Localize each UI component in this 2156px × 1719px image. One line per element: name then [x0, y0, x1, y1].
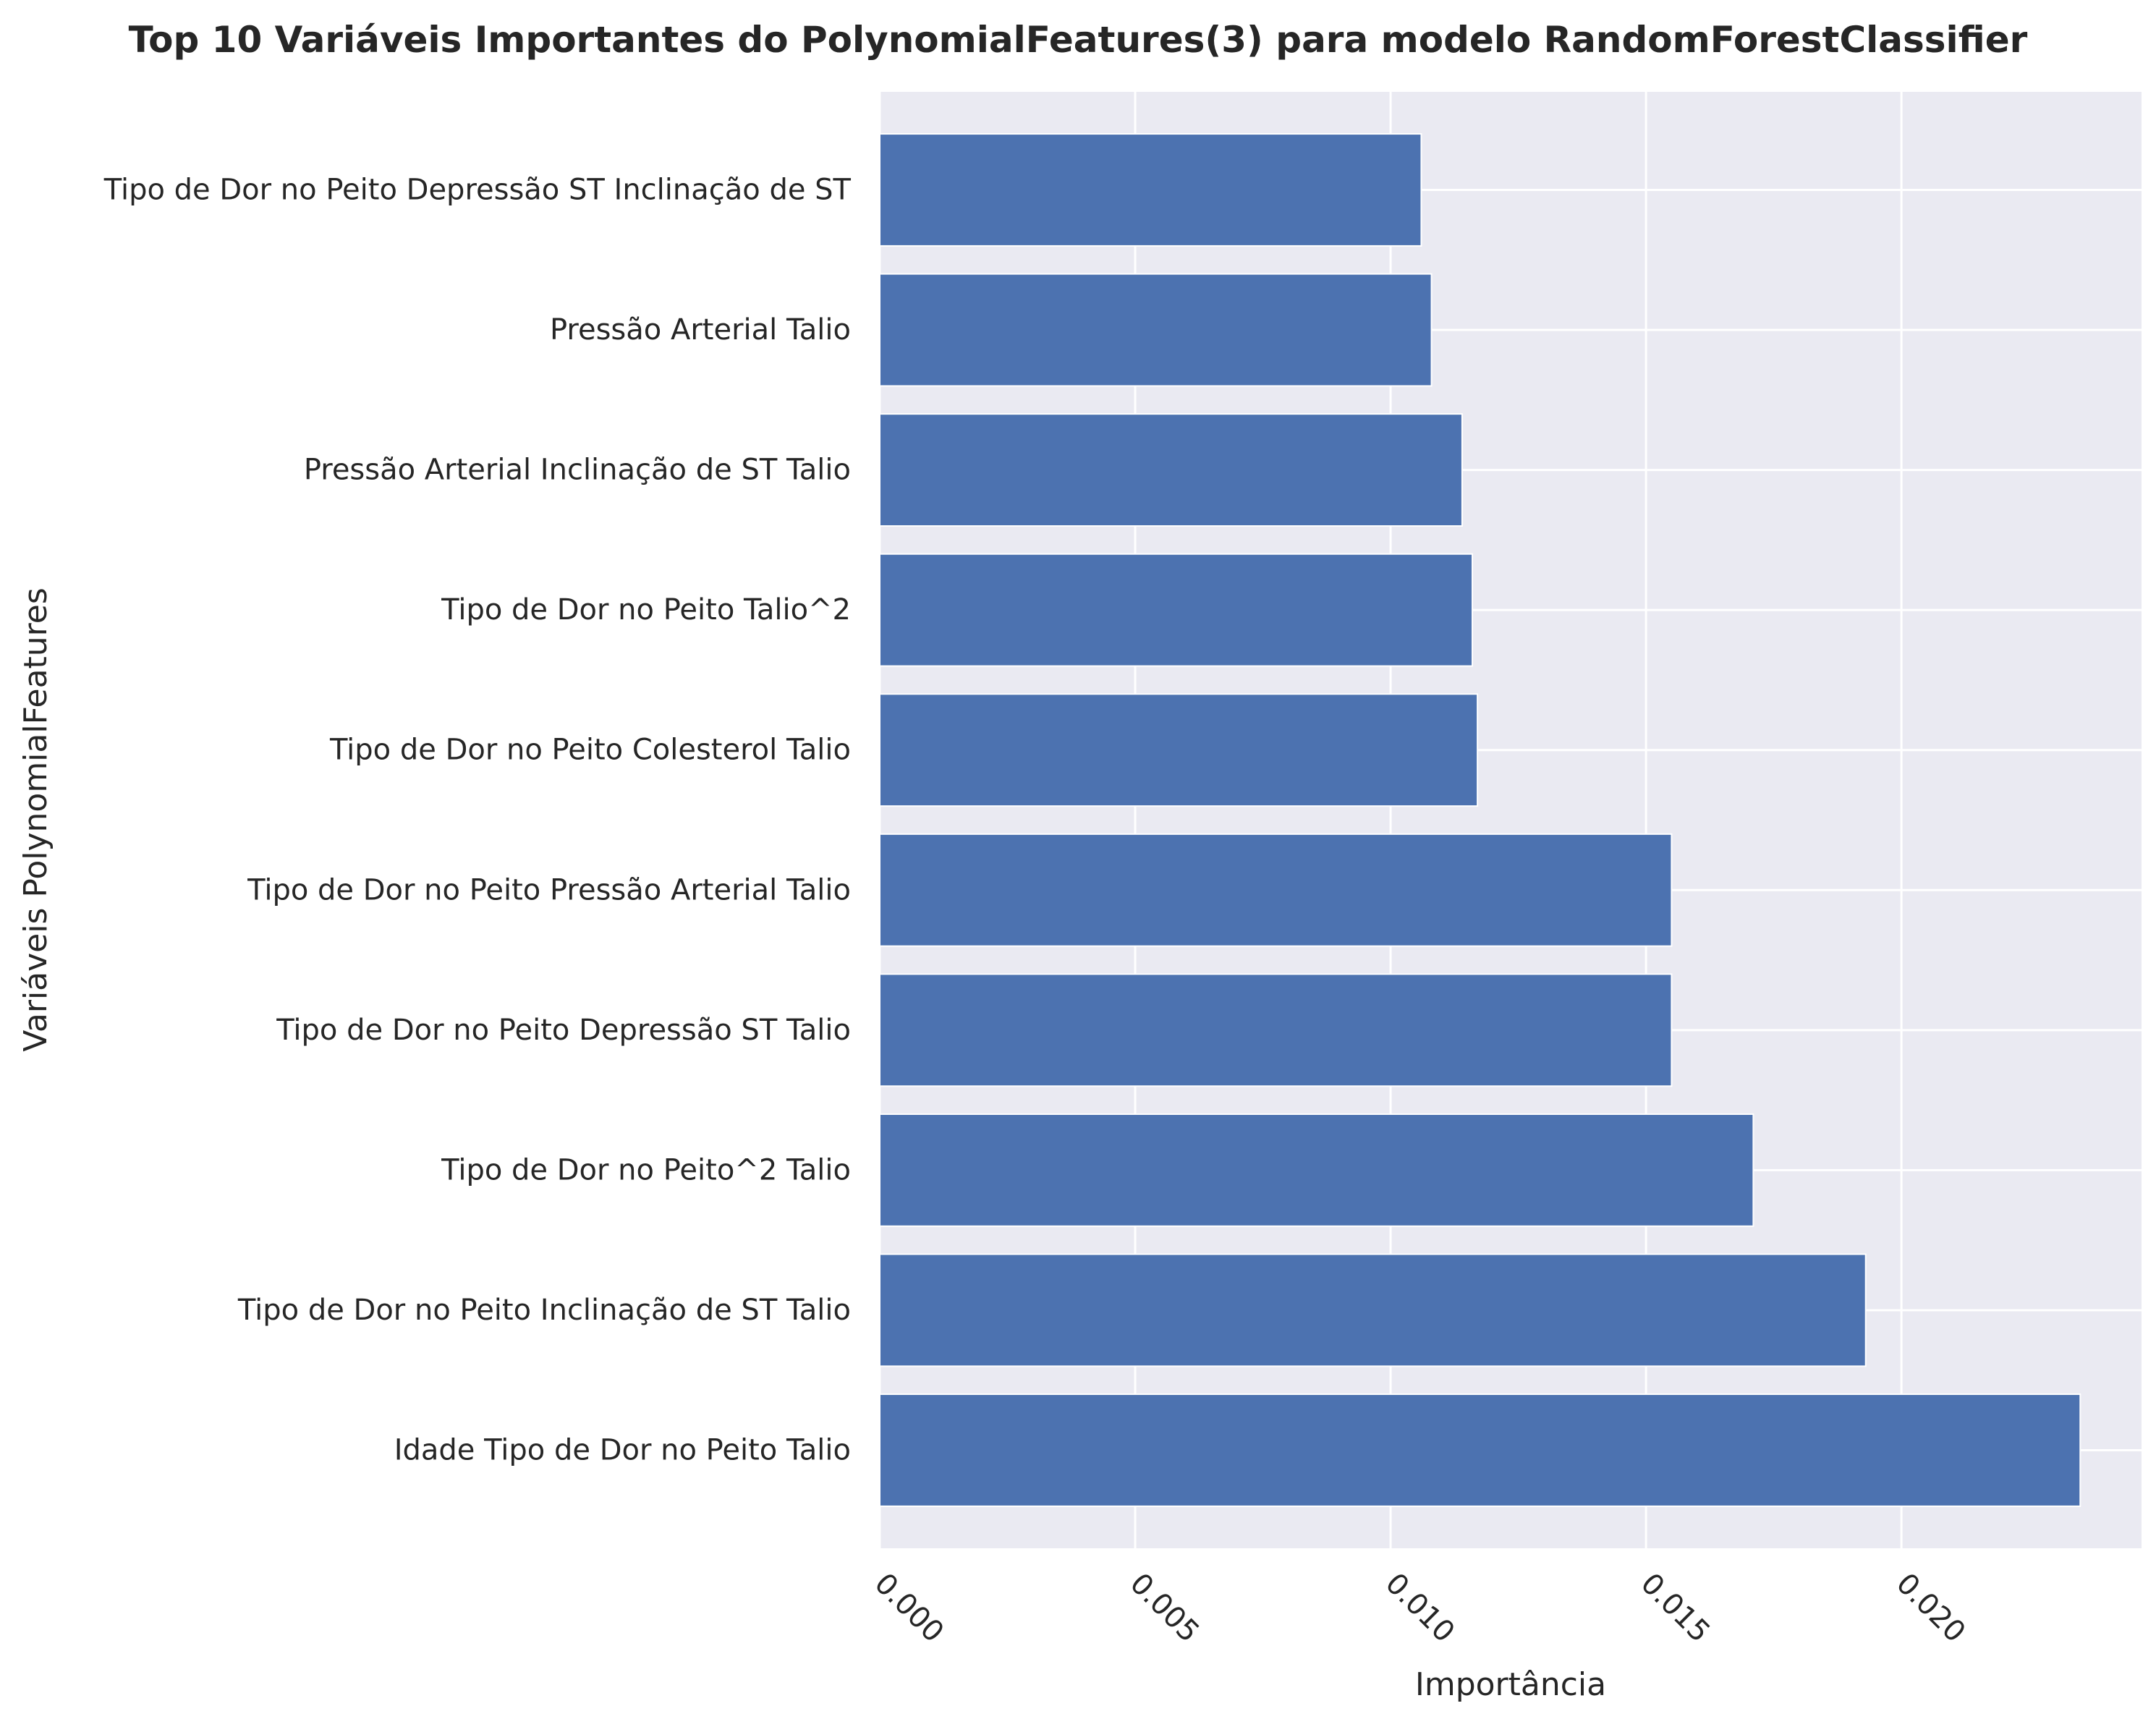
- y-tick-label: Tipo de Dor no Peito Inclinação de ST Ta…: [237, 1294, 851, 1327]
- bar: [879, 693, 1479, 807]
- bars: [879, 133, 2081, 1507]
- bar: [879, 133, 1422, 247]
- x-tick-label: 0.000: [868, 1567, 951, 1650]
- y-tick-label: Pressão Arterial Talio: [550, 313, 851, 347]
- y-tick-label: Tipo de Dor no Peito Depressão ST Talio: [276, 1014, 851, 1047]
- bar: [879, 1393, 2081, 1507]
- bar: [879, 273, 1433, 387]
- x-tick-label: 0.010: [1379, 1567, 1461, 1650]
- bar: [879, 973, 1673, 1087]
- x-tick-labels: 0.000 0.005 0.010 0.015 0.020: [868, 1567, 1972, 1650]
- y-tick-label: Tipo de Dor no Peito Depressão ST Inclin…: [103, 173, 852, 206]
- y-tick-label: Tipo de Dor no Peito Talio^2: [441, 593, 851, 627]
- x-tick-label: 0.005: [1124, 1567, 1206, 1650]
- y-tick-label: Tipo de Dor no Peito Colesterol Talio: [329, 734, 851, 767]
- y-tick-label: Tipo de Dor no Peito Pressão Arterial Ta…: [247, 873, 851, 907]
- y-tick-labels: Tipo de Dor no Peito Depressão ST Inclin…: [103, 173, 852, 1467]
- x-tick-label: 0.020: [1890, 1567, 1972, 1650]
- chart-title: Top 10 Variáveis Importantes do Polynomi…: [129, 19, 2028, 61]
- y-tick-label: Pressão Arterial Inclinação de ST Talio: [304, 454, 851, 487]
- bar: [879, 1253, 1867, 1367]
- y-axis-label: Variáveis PolynomialFeatures: [17, 587, 54, 1052]
- bar: [879, 553, 1474, 667]
- y-tick-label: Idade Tipo de Dor no Peito Talio: [394, 1434, 851, 1467]
- bar: [879, 1113, 1754, 1227]
- bar: [879, 833, 1673, 947]
- y-tick-label: Tipo de Dor no Peito^2 Talio: [441, 1153, 851, 1187]
- x-tick-label: 0.015: [1634, 1567, 1717, 1650]
- bar: [879, 413, 1463, 527]
- x-axis-label: Importância: [1415, 1666, 1606, 1703]
